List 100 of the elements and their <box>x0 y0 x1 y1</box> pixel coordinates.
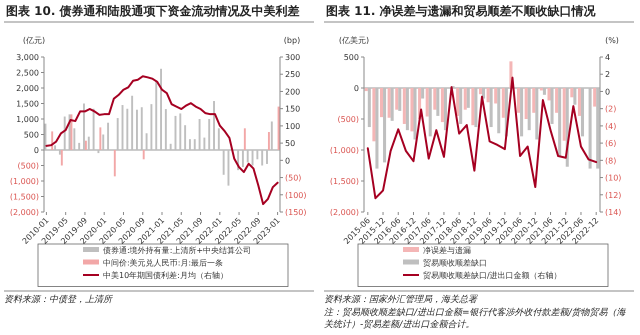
bar <box>494 88 498 104</box>
y-tick-label: (1,500) <box>330 177 359 186</box>
bar <box>413 88 417 140</box>
bar <box>535 88 538 140</box>
bar <box>390 88 394 121</box>
y-tick-label: 1,000 <box>16 115 39 124</box>
y-tick-label: (500) <box>337 115 359 124</box>
bar <box>406 88 409 130</box>
bar <box>398 88 402 111</box>
text: 资料来源：中债登，上清所 <box>4 294 114 305</box>
legend-label: 中美10年期国债利差:月均（右轴） <box>103 271 228 280</box>
bar <box>490 88 493 128</box>
bar <box>474 88 478 128</box>
y-tick-label: 2,000 <box>16 84 39 93</box>
y-tick-label: 2,500 <box>16 68 39 78</box>
y2-tick-label: 200 <box>285 87 300 96</box>
bar <box>532 88 536 113</box>
bar <box>478 88 482 94</box>
bar <box>596 88 600 169</box>
y-axis-title: (亿美元) <box>338 36 370 45</box>
bar <box>517 88 520 113</box>
y2-tick-label: (10) <box>605 174 622 183</box>
y2-axis-title: (%) <box>605 36 619 45</box>
y2-tick-label: 4 <box>605 53 610 62</box>
y2-tick-label: (4) <box>605 122 616 131</box>
bar <box>528 88 531 130</box>
y-tick-label: 0 <box>34 146 39 155</box>
bar <box>524 88 528 119</box>
y2-tick-label: (6) <box>605 139 616 148</box>
legend-label: 净误差与遗漏 <box>423 246 471 255</box>
chart-title: 图表 11. 净误差与遗漏和贸易顺差不顺收缺口情况 <box>326 4 597 18</box>
legend-label: 债券通:境外持有量:上清所+中央结算公司 <box>103 246 252 255</box>
bar <box>588 88 592 169</box>
text: 资料来源：国家外汇管理局，海关总署 <box>324 294 478 305</box>
y2-tick-label: 2 <box>605 70 610 80</box>
bar <box>486 88 490 102</box>
y2-tick-label: (50) <box>285 174 302 183</box>
bar <box>364 88 368 92</box>
bar <box>380 88 384 118</box>
bar <box>426 88 429 117</box>
y2-axis-title: (bp) <box>284 36 300 45</box>
bar <box>558 88 562 156</box>
bar <box>580 88 584 136</box>
bar <box>368 88 371 128</box>
bar <box>402 88 406 124</box>
y-tick-label: (2,000) <box>330 208 359 217</box>
bar <box>570 88 574 98</box>
y-tick-label: 3,000 <box>16 53 39 62</box>
text: 注：贸易顺收顺差缺口/进出口金额=银行代客涉外收付款差额/货物贸易（海关统计）-贸易差额/进出口金额合计。 <box>324 307 627 330</box>
y-tick-label: (1,500) <box>10 192 39 202</box>
bar <box>547 88 551 100</box>
bar <box>375 88 378 169</box>
chart-title: 图表 10. 债券通和陆股通项下资金流动情况及中美利差 <box>6 4 300 18</box>
y2-tick-label: (12) <box>605 190 622 200</box>
y2-tick-label: (150) <box>285 208 307 217</box>
bar <box>433 88 436 110</box>
bar <box>464 88 467 110</box>
y2-tick-label: (8) <box>605 156 616 166</box>
y2-tick-label: 0 <box>605 87 610 96</box>
bar <box>388 88 391 118</box>
y2-tick-label: 50 <box>285 139 296 148</box>
bar <box>471 88 474 126</box>
bar <box>550 88 554 124</box>
legend-label: 贸易顺收顺差缺口 <box>423 258 487 268</box>
bar <box>395 88 398 110</box>
y2-tick-label: (100) <box>285 190 307 200</box>
bar <box>440 88 444 122</box>
bar <box>428 88 432 136</box>
bar <box>456 88 460 116</box>
y2-tick-label: 300 <box>285 53 300 62</box>
legend-label: 中间价:美元兑人民币:月:最后一条 <box>103 258 224 268</box>
bar <box>542 88 546 95</box>
y2-tick-label: (14) <box>605 208 622 217</box>
y2-tick-label: 150 <box>285 104 300 114</box>
bar <box>562 88 566 141</box>
bar <box>466 88 470 108</box>
bar <box>444 88 447 130</box>
y-tick-label: (500) <box>17 162 39 170</box>
y-tick-label: 0 <box>354 84 359 93</box>
bar <box>436 88 440 116</box>
y-tick-label: (2,000) <box>10 208 39 217</box>
line-series <box>45 75 279 206</box>
bar <box>578 88 581 116</box>
bar <box>421 88 424 99</box>
y-tick-label: 500 <box>24 130 39 140</box>
bar <box>593 88 596 107</box>
line-series <box>366 76 598 200</box>
bar <box>459 88 462 124</box>
bar <box>555 88 558 113</box>
bar <box>520 88 524 136</box>
y-tick-label: 500 <box>344 53 359 62</box>
bar <box>383 88 386 162</box>
y2-tick-label: 250 <box>285 70 300 80</box>
y2-tick-label: 100 <box>285 122 300 131</box>
bar <box>410 88 414 132</box>
y2-tick-label: (2) <box>605 104 616 114</box>
y-tick-label: (1,000) <box>10 177 39 186</box>
bar <box>573 88 576 105</box>
bar <box>502 88 505 118</box>
bar <box>497 88 500 134</box>
